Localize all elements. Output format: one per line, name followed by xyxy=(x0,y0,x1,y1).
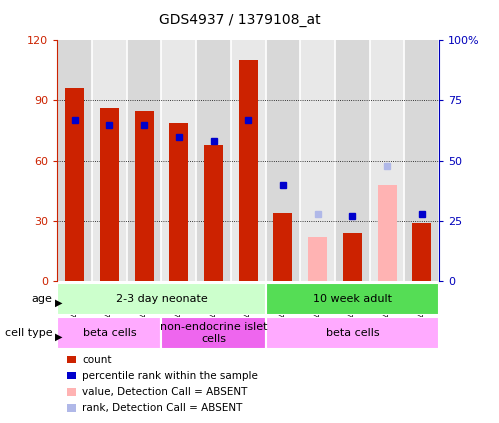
Bar xyxy=(135,110,154,281)
Text: cell type: cell type xyxy=(5,328,52,338)
Bar xyxy=(265,283,439,315)
Text: percentile rank within the sample: percentile rank within the sample xyxy=(82,371,258,381)
Bar xyxy=(57,283,265,315)
Bar xyxy=(162,317,265,349)
Bar xyxy=(65,88,84,281)
Bar xyxy=(92,40,127,281)
Bar xyxy=(169,123,189,281)
Bar xyxy=(162,40,196,281)
Bar xyxy=(239,60,258,281)
Bar xyxy=(57,40,92,281)
Text: non-endocrine islet
cells: non-endocrine islet cells xyxy=(160,322,267,344)
Text: value, Detection Call = ABSENT: value, Detection Call = ABSENT xyxy=(82,387,248,397)
Text: age: age xyxy=(31,294,52,304)
Text: 2-3 day neonate: 2-3 day neonate xyxy=(116,294,208,304)
Bar xyxy=(308,237,327,281)
Bar xyxy=(370,40,404,281)
Bar xyxy=(273,213,292,281)
Bar xyxy=(265,317,439,349)
Bar xyxy=(127,40,162,281)
Bar xyxy=(57,317,162,349)
Text: ▶: ▶ xyxy=(55,298,62,308)
Bar xyxy=(196,40,231,281)
Text: count: count xyxy=(82,354,112,365)
Text: rank, Detection Call = ABSENT: rank, Detection Call = ABSENT xyxy=(82,403,243,413)
Text: ▶: ▶ xyxy=(55,332,62,341)
Bar xyxy=(300,40,335,281)
Text: 10 week adult: 10 week adult xyxy=(313,294,392,304)
Bar xyxy=(378,185,397,281)
Text: beta cells: beta cells xyxy=(83,328,136,338)
Bar xyxy=(404,40,439,281)
Bar xyxy=(231,40,265,281)
Bar xyxy=(100,109,119,281)
Text: GDS4937 / 1379108_at: GDS4937 / 1379108_at xyxy=(159,13,320,27)
Bar xyxy=(343,233,362,281)
Bar xyxy=(335,40,370,281)
Bar xyxy=(412,223,431,281)
Bar xyxy=(204,145,223,281)
Text: beta cells: beta cells xyxy=(325,328,379,338)
Bar xyxy=(265,40,300,281)
